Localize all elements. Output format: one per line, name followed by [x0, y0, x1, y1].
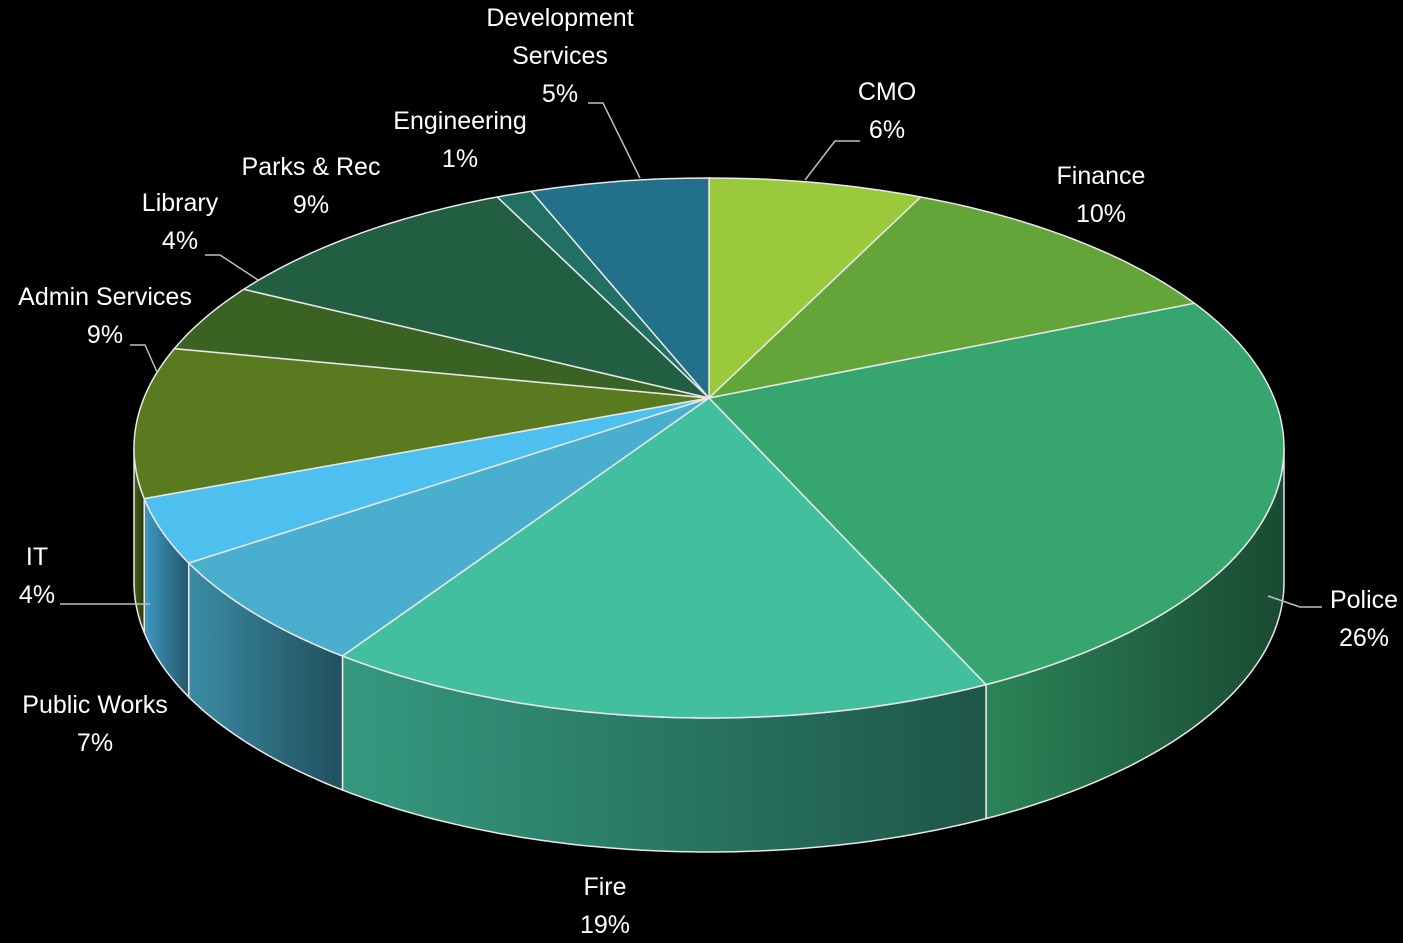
value-label: 26% — [1338, 624, 1390, 652]
category-label: CMO — [857, 78, 917, 106]
slice — [708, 196, 1196, 399]
value-label: 5% — [541, 80, 579, 108]
category-label: Library — [141, 189, 219, 217]
leader-line — [130, 344, 158, 373]
data-label: Parks & Rec 9% — [242, 148, 381, 224]
value-label: 9% — [86, 321, 124, 349]
value-label: 4% — [18, 581, 56, 609]
value-label: 1% — [441, 145, 479, 173]
data-label: Development Services 5% — [460, 0, 660, 113]
leader-line — [804, 140, 860, 181]
slice — [173, 288, 710, 399]
category-label: IT — [25, 543, 49, 571]
data-label: Admin Services 9% — [18, 278, 192, 354]
slice — [708, 302, 1285, 686]
slice — [341, 397, 987, 719]
data-label: Fire 19% — [580, 868, 630, 943]
slice — [243, 196, 710, 399]
category-label: Engineering — [393, 107, 527, 135]
slice — [133, 347, 710, 500]
data-label: Public Works 7% — [22, 686, 167, 762]
category-label: Public Works — [22, 691, 168, 719]
leader-line — [588, 102, 641, 179]
leader-line — [1267, 595, 1322, 608]
slice — [708, 177, 922, 399]
category-label: Parks & Rec — [241, 153, 381, 181]
category-label: Admin Services — [18, 283, 192, 311]
category-label: Fire — [583, 873, 627, 901]
category-label: Development Services — [486, 4, 634, 70]
value-label: 9% — [292, 191, 330, 219]
slice — [530, 177, 710, 399]
slice — [187, 397, 710, 657]
data-label: Finance 10% — [1057, 157, 1146, 233]
value-label: 4% — [161, 227, 199, 255]
data-label: Police 26% — [1330, 581, 1398, 657]
category-label: Finance — [1056, 162, 1146, 190]
data-label: IT 4% — [19, 538, 55, 614]
value-label: 7% — [76, 729, 114, 757]
category-label: Police — [1329, 586, 1399, 614]
value-label: 19% — [579, 911, 631, 939]
data-label: Engineering 1% — [393, 102, 526, 178]
value-label: 10% — [1075, 200, 1127, 228]
slice — [143, 397, 710, 564]
value-label: 6% — [868, 116, 906, 144]
leader-line — [205, 254, 259, 281]
data-label: Library 4% — [142, 184, 218, 260]
data-label: CMO 6% — [858, 73, 916, 149]
